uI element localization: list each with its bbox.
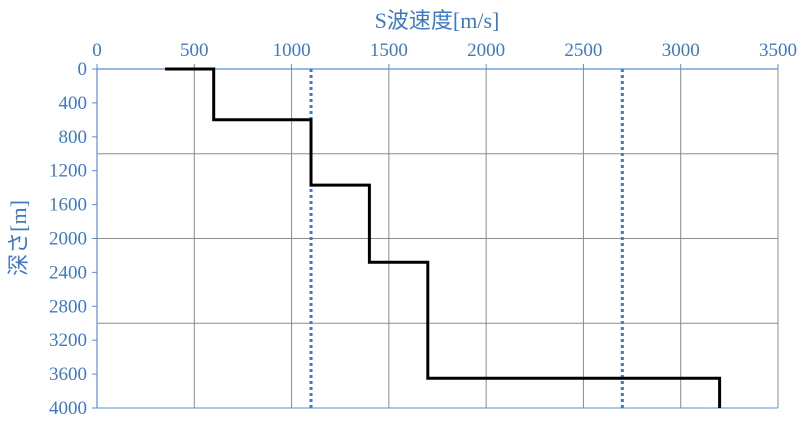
x-tick-label: 500 [180, 40, 209, 61]
tick-labels: 0 500 1000 1500 2000 2500 3000 3500 0 400 800 1200 1… [49, 40, 797, 419]
y-tick-label: 3200 [49, 330, 87, 351]
y-tick-label: 4000 [49, 398, 87, 419]
y-tick-label: 2000 [49, 229, 87, 250]
y-tick-label: 1200 [49, 161, 87, 182]
y-tick-label: 800 [59, 127, 88, 148]
x-tick-label: 3500 [759, 40, 797, 61]
y-tick-label: 3600 [49, 364, 87, 385]
x-tick-label: 2500 [564, 40, 602, 61]
grid-lines [97, 69, 779, 409]
x-tick-label: 3000 [662, 40, 700, 61]
y-tick-label: 0 [78, 59, 88, 80]
y-tick-label: 2400 [49, 262, 87, 283]
x-tick-label: 1000 [273, 40, 311, 61]
x-tick-label: 2000 [467, 40, 505, 61]
x-tick-label: 1500 [370, 40, 408, 61]
x-tick-label: 0 [92, 40, 102, 61]
y-tick-label: 1600 [49, 195, 87, 216]
y-axis-title: 深さ[m] [6, 200, 31, 276]
y-tick-label: 2800 [49, 296, 87, 317]
profile-series [165, 67, 722, 408]
y-tick-label: 400 [59, 93, 88, 114]
velocity-profile-line [165, 67, 722, 408]
axes [92, 64, 779, 409]
x-axis-title: S波速度[m/s] [375, 8, 500, 33]
